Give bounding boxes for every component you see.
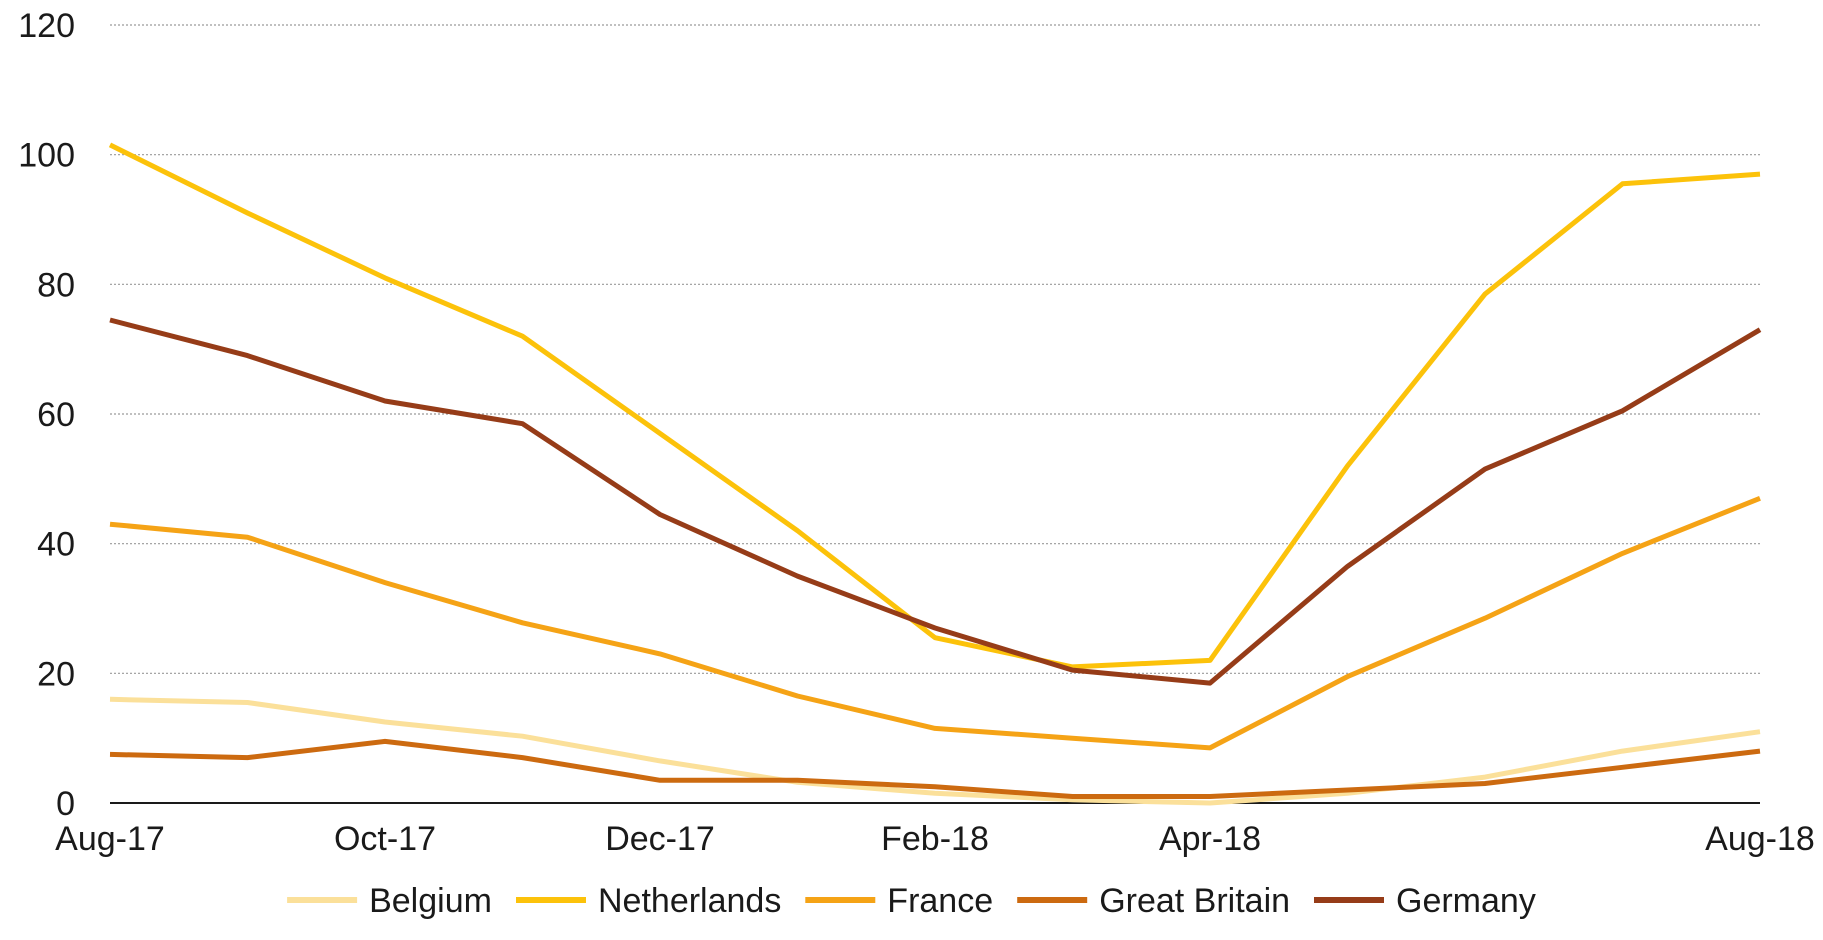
legend-label: Germany — [1396, 882, 1536, 920]
legend-item-great-britain: Great Britain — [1017, 882, 1290, 920]
y-tick-label: 80 — [37, 266, 75, 304]
legend-label: Belgium — [369, 882, 492, 920]
series-lines — [108, 142, 1762, 806]
x-tick-label: Apr-18 — [1159, 820, 1261, 858]
y-axis: 0 20 40 60 80 100 120 — [18, 7, 75, 823]
legend-item-france: France — [805, 882, 993, 920]
x-axis: Aug-17 Oct-17 Dec-17 Feb-18 Apr-18 Aug-18 — [55, 802, 1815, 858]
x-tick-label: Aug-17 — [55, 820, 165, 858]
y-tick-label: 100 — [18, 137, 75, 175]
x-tick-label: Feb-18 — [881, 820, 989, 858]
legend-label: Great Britain — [1099, 882, 1290, 920]
legend: Belgium Netherlands France Great Britain Ger… — [287, 882, 1536, 920]
legend-label: Netherlands — [598, 882, 781, 920]
series-line-great-britain — [109, 738, 1761, 799]
legend-label: France — [887, 882, 993, 920]
series-line-belgium — [109, 696, 1761, 806]
series-line-germany — [109, 317, 1762, 686]
legend-item-belgium: Belgium — [287, 882, 492, 920]
x-tick-label: Dec-17 — [605, 820, 715, 858]
x-tick-label: Oct-17 — [334, 820, 436, 858]
series-line-france — [109, 495, 1761, 751]
y-tick-label: 20 — [37, 655, 75, 693]
gridlines — [110, 24, 1760, 674]
legend-item-germany: Germany — [1314, 882, 1536, 920]
y-tick-label: 120 — [18, 7, 75, 45]
y-tick-label: 0 — [56, 785, 75, 823]
x-tick-label: Aug-18 — [1705, 820, 1815, 858]
legend-item-netherlands: Netherlands — [516, 882, 781, 920]
y-tick-label: 60 — [37, 396, 75, 434]
y-tick-label: 40 — [37, 526, 75, 564]
series-line-netherlands — [108, 142, 1761, 670]
